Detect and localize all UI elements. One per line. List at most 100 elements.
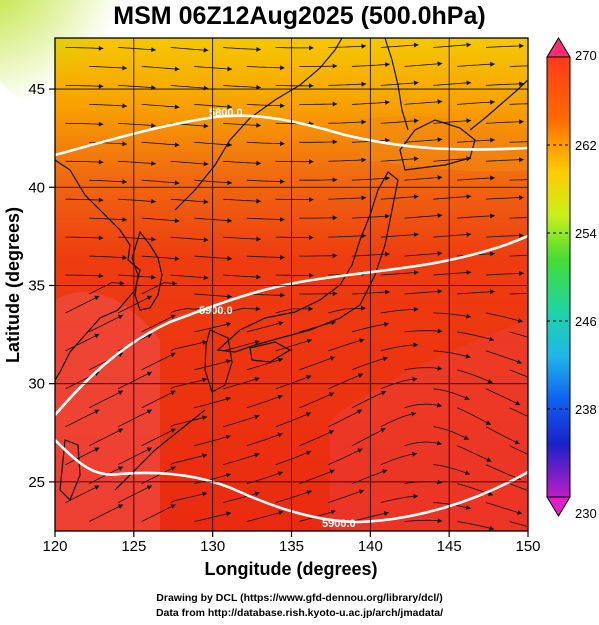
streamline-arrowhead — [226, 511, 231, 517]
streamline — [299, 356, 336, 371]
streamline-arrowhead — [466, 42, 472, 48]
streamline-arrowhead — [380, 428, 386, 433]
streamline-arrowhead — [256, 198, 261, 204]
streamline-arrowhead — [174, 218, 180, 224]
streamline — [404, 403, 442, 409]
streamline-arrowhead — [256, 160, 261, 166]
streamline-arrowhead — [119, 280, 125, 286]
streamline — [275, 490, 312, 503]
streamline — [118, 160, 156, 165]
streamline-arrowhead — [98, 83, 104, 89]
streamline — [328, 197, 367, 200]
streamline — [65, 85, 104, 87]
streamline — [457, 101, 495, 105]
y-axis-title: Latitude (degrees) — [3, 207, 23, 363]
streamline-arrowhead — [437, 518, 443, 524]
streamline-arrowhead — [490, 289, 495, 295]
streamline-arrowhead — [332, 215, 338, 221]
streamline — [223, 492, 260, 503]
streamline — [223, 198, 261, 202]
streamline-arrowhead — [466, 118, 472, 124]
streamline — [246, 255, 285, 258]
streamline — [141, 314, 176, 333]
streamline-arrowhead — [94, 295, 100, 301]
streamline-arrowhead — [202, 453, 207, 459]
streamline — [65, 160, 104, 163]
coastline-ryukyu — [114, 409, 206, 491]
streamline-arrowhead — [519, 271, 524, 276]
streamline-arrowhead — [98, 273, 104, 279]
streamline — [65, 122, 104, 125]
streamline — [509, 103, 528, 105]
streamline-arrowhead — [437, 61, 443, 67]
streamline — [117, 447, 153, 465]
streamline-arrowhead — [519, 157, 524, 163]
streamline — [275, 308, 313, 314]
x-tick-label: 130 — [200, 538, 225, 555]
streamline-arrowhead — [202, 377, 207, 383]
streamline-arrowhead — [227, 104, 232, 110]
streamline — [328, 235, 367, 238]
streamline — [141, 104, 180, 108]
streamline-arrowhead — [541, 528, 546, 533]
streamline — [246, 66, 285, 69]
streamline — [170, 341, 208, 352]
credit-line-dcl: Drawing by DCL (https://www.gfd-dennou.o… — [156, 592, 443, 604]
streamline-arrowhead — [488, 336, 494, 342]
streamline-arrowhead — [540, 380, 545, 385]
streamline-arrowhead — [170, 504, 176, 509]
streamline — [246, 179, 285, 182]
streamline-arrowhead — [382, 356, 388, 362]
streamline-arrowhead — [466, 270, 472, 275]
streamline — [380, 233, 419, 238]
streamline — [404, 367, 443, 371]
streamline-arrowhead — [413, 194, 419, 200]
streamline-arrowhead — [227, 66, 232, 72]
streamline — [118, 198, 156, 203]
streamline-arrowhead — [515, 400, 521, 406]
streamline — [328, 448, 363, 465]
streamline — [404, 63, 443, 67]
streamline — [299, 392, 335, 409]
streamline — [351, 177, 390, 181]
streamline — [223, 307, 261, 314]
streamline-arrowhead — [382, 469, 388, 474]
coastline-honshu — [216, 171, 399, 353]
streamline — [117, 371, 153, 390]
streamline-arrowhead — [226, 322, 232, 327]
streamline — [223, 453, 260, 465]
streamline — [328, 373, 364, 390]
streamline-arrowhead — [466, 194, 472, 200]
streamline-arrowhead — [464, 470, 470, 476]
streamline-arrowhead — [332, 177, 338, 183]
streamline — [509, 141, 528, 143]
streamline — [170, 454, 208, 465]
streamline-arrowhead — [151, 161, 156, 166]
streamline — [223, 122, 261, 126]
streamline-arrowhead — [122, 255, 127, 261]
streamline — [141, 179, 180, 184]
streamline-arrowhead — [519, 195, 524, 201]
streamline-arrowhead — [117, 466, 123, 471]
streamline-arrowhead — [329, 469, 335, 474]
streamline — [404, 330, 443, 333]
colorbar-label: 238 — [575, 402, 597, 417]
streamline-arrowhead — [361, 195, 367, 201]
streamline — [89, 428, 124, 447]
streamline-arrowhead — [380, 390, 386, 396]
streamline-arrowhead — [203, 237, 209, 243]
streamline-arrowhead — [437, 137, 443, 143]
streamline — [509, 445, 528, 455]
streamline — [89, 504, 124, 522]
streamline-arrowhead — [385, 251, 390, 257]
streamline — [89, 217, 127, 221]
streamline-arrowhead — [203, 161, 209, 167]
colorbar-label: 262 — [575, 138, 597, 153]
streamline-arrowhead — [490, 61, 495, 67]
streamline-arrowhead — [256, 236, 261, 242]
streamline-arrowhead — [98, 197, 104, 203]
streamline-arrowhead — [412, 376, 418, 382]
streamline-arrowhead — [519, 81, 524, 87]
streamline-arrowhead — [490, 137, 495, 143]
